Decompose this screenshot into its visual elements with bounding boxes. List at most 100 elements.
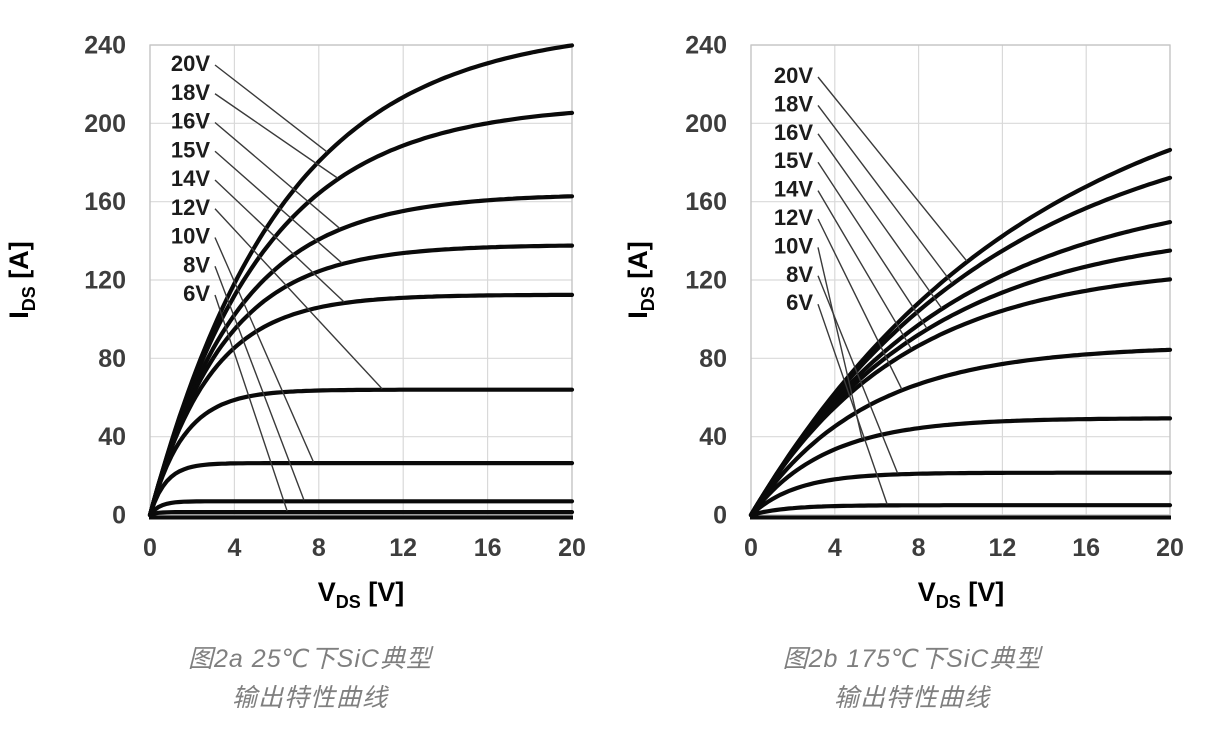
- x-axis-title-sic-output-25c: VDS [V]: [318, 577, 405, 612]
- curve-vgs-15V-sic-output-25c: [147, 243, 575, 518]
- curve-vgs-8V-sic-output-25c: [147, 499, 575, 518]
- y-tick-80-sic-output-175c: 80: [699, 345, 727, 373]
- leader-line-8V-sic-output-175c: [817, 275, 899, 474]
- gate-label-16V-sic-output-175c: 16V: [774, 120, 813, 145]
- leader-line-15V-sic-output-175c: [817, 161, 928, 329]
- curve-vgs-6V-sic-output-25c: [147, 509, 575, 518]
- curve-vgs-18V-sic-output-25c: [147, 110, 575, 518]
- gate-label-14V-sic-output-175c: 14V: [774, 177, 813, 202]
- leader-line-20V-sic-output-175c: [817, 76, 968, 262]
- x-tick-16-sic-output-25c: 16: [474, 534, 502, 562]
- leader-line-12V-sic-output-25c: [214, 208, 383, 390]
- gate-label-8V-sic-output-25c: 8V: [183, 252, 210, 277]
- chart-sic-output-175c: 20V18V16V15V14V12V10V8V6V040801201602002…: [623, 32, 1184, 613]
- gridlines-sic-output-25c: [149, 44, 573, 516]
- gate-labels-sic-output-175c: 20V 18V 16V 15V 14V 12V 10V 8V 6V: [774, 63, 968, 505]
- curve-vgs-10V-sic-output-175c: [748, 416, 1173, 518]
- gate-label-18V-sic-output-25c: 18V: [171, 80, 210, 105]
- y-axis-title-sic-output-175c: IDS [A]: [623, 241, 658, 319]
- y-axis-title-sic-output-25c: IDS [A]: [4, 241, 39, 319]
- gate-label-8V-sic-output-175c: 8V: [786, 262, 813, 287]
- x-tick-20-sic-output-25c: 20: [558, 534, 586, 562]
- y-tick-labels-sic-output-25c: 0 40 80 120 160 200 240: [84, 32, 126, 530]
- y-tick-0-sic-output-25c: 0: [112, 502, 126, 530]
- x-tick-8-sic-output-175c: 8: [912, 534, 926, 562]
- x-tick-4-sic-output-175c: 4: [828, 534, 842, 562]
- y-tick-240-sic-output-25c: 240: [84, 32, 126, 60]
- gate-labels-sic-output-25c: 20V 18V 16V 15V 14V 12V 10V 8V 6V: [171, 51, 383, 512]
- gate-label-16V-sic-output-25c: 16V: [171, 109, 210, 134]
- leader-line-8V-sic-output-25c: [214, 266, 305, 501]
- gate-label-12V-sic-output-175c: 12V: [774, 205, 813, 230]
- x-tick-4-sic-output-25c: 4: [227, 534, 241, 562]
- gate-label-20V-sic-output-25c: 20V: [171, 51, 210, 76]
- leader-line-10V-sic-output-25c: [214, 237, 315, 463]
- gate-label-10V-sic-output-175c: 10V: [774, 233, 813, 258]
- y-tick-120-sic-output-25c: 120: [84, 267, 126, 295]
- leader-line-18V-sic-output-175c: [817, 104, 953, 284]
- caption-2b-line2: 输出特性曲线: [833, 684, 990, 712]
- leader-line-14V-sic-output-175c: [817, 190, 912, 350]
- leader-line-12V-sic-output-175c: [817, 218, 903, 390]
- leader-line-18V-sic-output-25c: [214, 93, 339, 179]
- curve-vgs-8V-sic-output-175c: [748, 470, 1173, 518]
- curve-vgs-12V-sic-output-175c: [748, 347, 1173, 518]
- leader-line-10V-sic-output-175c: [817, 247, 863, 439]
- x-tick-12-sic-output-25c: 12: [389, 534, 417, 562]
- leader-line-20V-sic-output-25c: [214, 64, 328, 153]
- y-tick-160-sic-output-175c: 160: [685, 188, 727, 216]
- gate-label-15V-sic-output-25c: 15V: [171, 137, 210, 162]
- gate-label-12V-sic-output-25c: 12V: [171, 195, 210, 220]
- x-tick-0-sic-output-175c: 0: [744, 534, 758, 562]
- caption-figure-2b: 图2b 175℃下SiC典型 输出特性曲线: [702, 640, 1122, 718]
- caption-2a-line2: 输出特性曲线: [231, 684, 388, 712]
- y-tick-200-sic-output-175c: 200: [685, 110, 727, 138]
- gate-label-6V-sic-output-25c: 6V: [183, 281, 210, 306]
- x-tick-labels-sic-output-25c: 0 4 8 12 16 20: [143, 534, 586, 562]
- sic-iv-charts-svg: 20V18V16V15V14V12V10V8V6V040801201602002…: [4, 32, 1184, 613]
- curve-vgs-16V-sic-output-25c: [147, 194, 575, 518]
- curve-vgs-15V-sic-output-175c: [748, 248, 1173, 518]
- curve-vgs-6V-sic-output-175c: [748, 503, 1173, 518]
- x-tick-8-sic-output-25c: 8: [312, 534, 326, 562]
- curve-vgs-12V-sic-output-25c: [147, 387, 575, 518]
- caption-2b-line1: 图2b 175℃下SiC典型: [782, 645, 1042, 673]
- y-tick-80-sic-output-25c: 80: [98, 345, 126, 373]
- y-tick-200-sic-output-25c: 200: [84, 110, 126, 138]
- plot-border-sic-output-25c: [149, 44, 573, 516]
- gate-label-20V-sic-output-175c: 20V: [774, 63, 813, 88]
- curve-vgs-14V-sic-output-175c: [748, 277, 1173, 518]
- leader-line-15V-sic-output-25c: [214, 150, 343, 264]
- curve-vgs-14V-sic-output-25c: [147, 292, 575, 518]
- leader-line-6V-sic-output-25c: [214, 294, 288, 512]
- y-tick-40-sic-output-175c: 40: [699, 423, 727, 451]
- y-tick-0-sic-output-175c: 0: [713, 502, 727, 530]
- gate-label-10V-sic-output-25c: 10V: [171, 224, 210, 249]
- leader-line-14V-sic-output-25c: [214, 179, 345, 303]
- x-tick-16-sic-output-175c: 16: [1072, 534, 1100, 562]
- chart-sic-output-25c: 20V18V16V15V14V12V10V8V6V040801201602002…: [4, 32, 586, 613]
- x-tick-20-sic-output-175c: 20: [1156, 534, 1184, 562]
- curve-vgs-10V-sic-output-25c: [147, 461, 575, 518]
- y-tick-40-sic-output-25c: 40: [98, 423, 126, 451]
- curve-vgs-18V-sic-output-175c: [748, 175, 1173, 518]
- x-axis-title-sic-output-175c: VDS [V]: [918, 577, 1005, 612]
- curves-sic-output-175c: [748, 147, 1173, 518]
- gate-label-15V-sic-output-175c: 15V: [774, 148, 813, 173]
- x-tick-0-sic-output-25c: 0: [143, 534, 157, 562]
- y-tick-120-sic-output-175c: 120: [685, 267, 727, 295]
- gate-label-18V-sic-output-175c: 18V: [774, 91, 813, 116]
- leader-line-16V-sic-output-25c: [214, 121, 341, 230]
- leader-line-6V-sic-output-175c: [817, 303, 888, 505]
- caption-figure-2a: 图2a 25℃下SiC典型 输出特性曲线: [100, 640, 520, 718]
- caption-2a-line1: 图2a 25℃下SiC典型: [188, 645, 432, 673]
- x-tick-12-sic-output-175c: 12: [988, 534, 1016, 562]
- gate-label-6V-sic-output-175c: 6V: [786, 290, 813, 315]
- gate-label-14V-sic-output-25c: 14V: [171, 166, 210, 191]
- y-tick-160-sic-output-25c: 160: [84, 188, 126, 216]
- y-tick-240-sic-output-175c: 240: [685, 32, 727, 60]
- y-tick-labels-sic-output-175c: 0 40 80 120 160 200 240: [685, 32, 727, 530]
- x-tick-labels-sic-output-175c: 0 4 8 12 16 20: [744, 534, 1184, 562]
- leader-line-16V-sic-output-175c: [817, 133, 943, 309]
